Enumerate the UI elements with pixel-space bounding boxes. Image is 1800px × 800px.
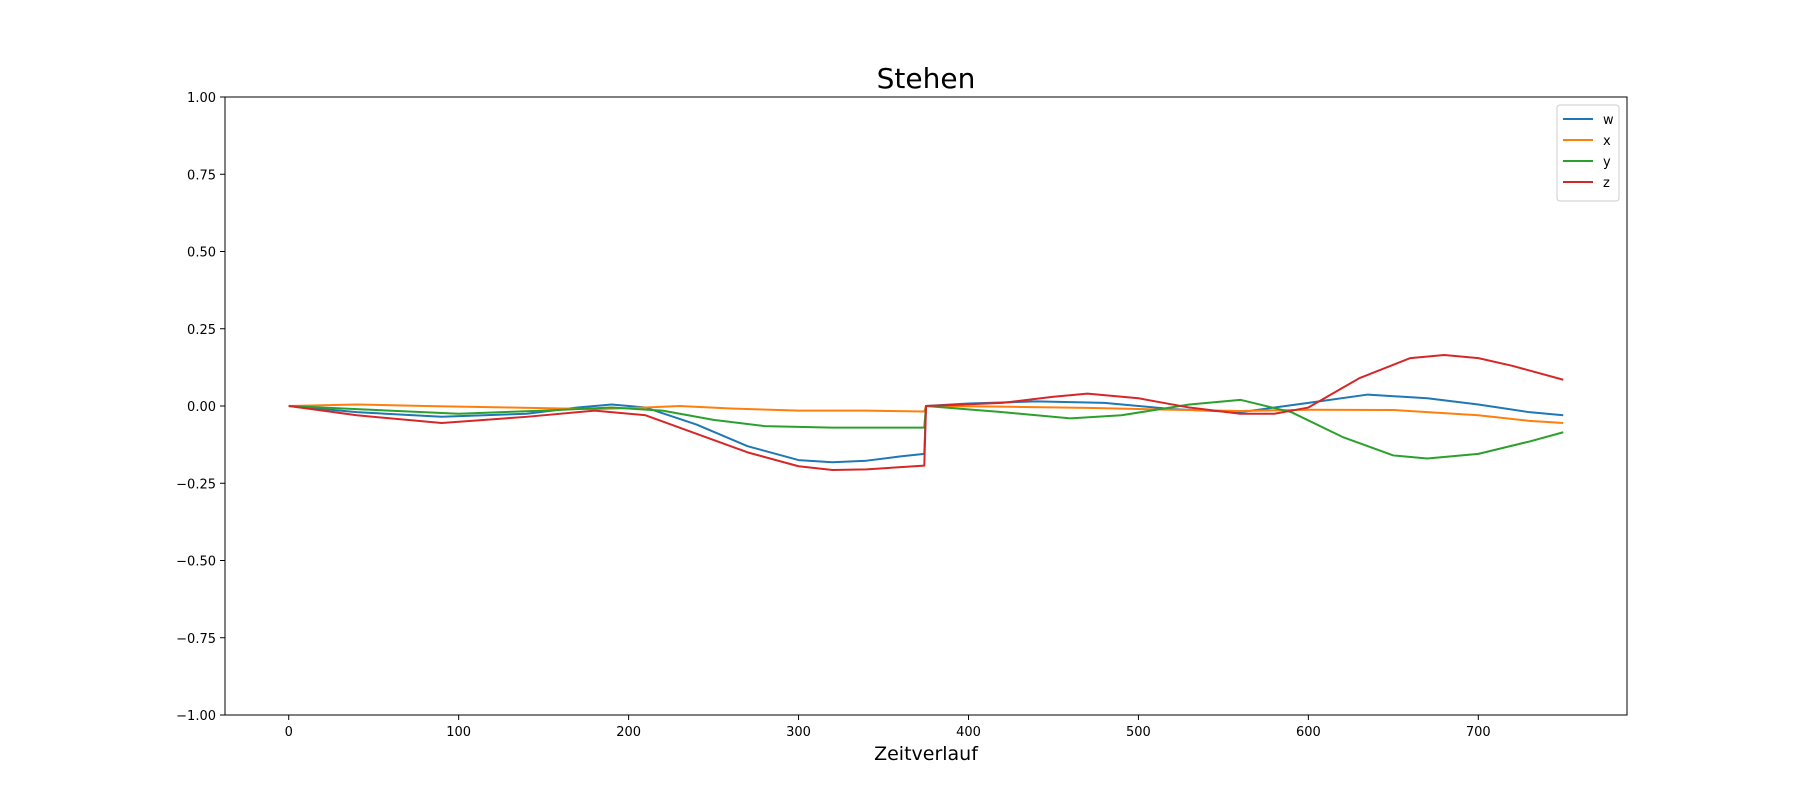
y-tick-label: −0.50 bbox=[176, 555, 216, 570]
legend-label-z: z bbox=[1603, 176, 1610, 191]
series-line-w bbox=[288, 393, 1564, 464]
x-tick-label: 400 bbox=[956, 725, 981, 740]
y-tick-label: 0.75 bbox=[187, 168, 216, 183]
x-tick-label: 700 bbox=[1466, 725, 1491, 740]
x-tick-label: 500 bbox=[1126, 725, 1151, 740]
x-tick-label: 600 bbox=[1296, 725, 1321, 740]
x-axis-label: Zeitverlauf bbox=[874, 743, 979, 765]
legend-label-w: w bbox=[1603, 113, 1614, 128]
legend-label-x: x bbox=[1603, 134, 1611, 149]
y-tick-label: −1.00 bbox=[176, 709, 216, 724]
axes: 0 100 200 300 400 500 600 700 −1.00 −0.75 −0.50 −0.… bbox=[176, 91, 1628, 740]
series-line-x bbox=[288, 403, 1564, 424]
y-tick-label: 0.00 bbox=[187, 400, 216, 415]
legend-box bbox=[1556, 104, 1620, 202]
x-tick-label: 200 bbox=[616, 725, 641, 740]
series-line-y bbox=[288, 398, 1564, 460]
series-line-z bbox=[288, 354, 1564, 471]
x-tick-label: 100 bbox=[446, 725, 471, 740]
legend-label-y: y bbox=[1603, 155, 1611, 170]
y-tick-label: 0.50 bbox=[187, 246, 216, 261]
y-tick-label: −0.25 bbox=[176, 477, 216, 492]
y-tick-label: 1.00 bbox=[187, 91, 216, 106]
x-tick-label: 0 bbox=[285, 725, 293, 740]
plot-area bbox=[288, 354, 1564, 471]
chart-title: Stehen bbox=[877, 62, 976, 95]
y-tick-label: 0.25 bbox=[187, 323, 216, 338]
x-tick-label: 300 bbox=[786, 725, 811, 740]
y-tick-label: −0.75 bbox=[176, 632, 216, 647]
